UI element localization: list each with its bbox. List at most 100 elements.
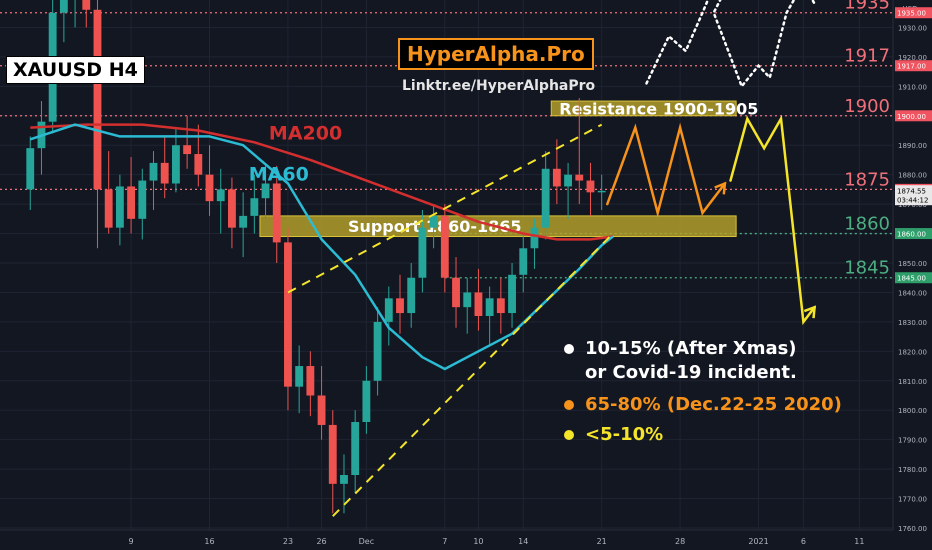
candle-body xyxy=(541,168,550,228)
candle-body xyxy=(552,168,561,187)
time-tick-label: 10 xyxy=(473,537,483,546)
candle-body xyxy=(407,277,416,314)
candle-body xyxy=(597,190,606,193)
price-badge xyxy=(895,272,932,284)
candle-body xyxy=(239,215,248,228)
symbol-title: XAUUSD H4 xyxy=(6,56,145,84)
candle-body xyxy=(328,424,337,484)
zone-resistance xyxy=(550,100,737,117)
price-tick-label: 1760.00 xyxy=(898,525,927,533)
level-label-1917: 1917 xyxy=(844,46,890,67)
price-badge xyxy=(895,185,932,197)
time-tick-label: 14 xyxy=(518,537,528,546)
candle-body xyxy=(373,321,382,381)
projection-orange xyxy=(606,122,727,218)
candle-body xyxy=(228,189,236,228)
time-tick-label: 7 xyxy=(442,537,447,546)
projections xyxy=(606,0,817,326)
candle-body xyxy=(586,180,595,193)
level-label-1900: 1900 xyxy=(844,96,890,117)
candle-body xyxy=(317,395,326,425)
time-tick-label: 21 xyxy=(597,537,607,546)
price-badge-label: 1874.55 xyxy=(897,188,926,196)
candle-body xyxy=(463,292,472,308)
price-badge xyxy=(895,7,932,19)
legend-dots xyxy=(564,344,574,440)
price-tick-label: 1840.00 xyxy=(898,289,927,297)
candle-body xyxy=(384,298,393,322)
legend-item-1-line-1: 10-15% (After Xmas) xyxy=(585,338,797,359)
candle-body xyxy=(194,154,203,175)
candle-body xyxy=(351,422,360,475)
candle-body xyxy=(418,227,427,278)
price-tick-label: 1850.00 xyxy=(898,260,927,268)
trend-line xyxy=(332,232,614,517)
candle-body xyxy=(115,186,124,228)
candle-body xyxy=(485,298,494,316)
price-tick-label: 1890.00 xyxy=(898,142,927,150)
price-badge xyxy=(895,194,932,206)
ma60-label: MA60 xyxy=(249,164,309,186)
price-badge-label: 1935.00 xyxy=(897,10,926,18)
legend-item-1-line-2: or Covid-19 incident. xyxy=(585,362,797,383)
price-tick-label: 1780.00 xyxy=(898,466,927,474)
price-badge-label: 1860.00 xyxy=(897,231,926,239)
time-tick-label: 11 xyxy=(854,537,864,546)
time-tick-label: 28 xyxy=(675,537,685,546)
price-badge-label: 03:44:12 xyxy=(897,197,928,205)
level-label-1935: 1935 xyxy=(844,0,890,14)
candle-body xyxy=(127,186,136,219)
price-tick-label: 1800.00 xyxy=(898,407,927,415)
price-tick-label: 1930.00 xyxy=(898,24,927,32)
legend-item-1: 10-15% (After Xmas) or Covid-19 incident… xyxy=(585,337,797,385)
candle-body xyxy=(295,366,304,387)
time-axis[interactable]: 9 16 23 26 Dec 7 10 14 21 28 2021 6 11 xyxy=(0,529,893,546)
zone-label: Resistance 1900-1905 xyxy=(559,99,758,118)
ma200-label: MA200 xyxy=(269,122,342,144)
candle-body xyxy=(216,189,225,202)
ma-line-ma200 xyxy=(30,123,614,241)
candle-body xyxy=(519,248,528,275)
time-tick-label: 16 xyxy=(204,537,214,546)
candle-body xyxy=(160,162,169,184)
price-tick-label: 1910.00 xyxy=(898,83,927,91)
candle-body xyxy=(93,9,102,190)
projection-white-dotted xyxy=(645,0,816,89)
projection-yellow xyxy=(729,114,816,326)
level-label-1845: 1845 xyxy=(844,258,890,279)
candle-body xyxy=(452,277,460,308)
link-label[interactable]: Linktr.ee/HyperAlphaPro xyxy=(402,78,596,94)
legend-item-3: <5-10% xyxy=(585,424,664,445)
time-tick-label: 6 xyxy=(801,537,806,546)
price-badge-label: 1845.00 xyxy=(897,275,926,283)
level-label-1875: 1875 xyxy=(844,169,890,190)
candle-body xyxy=(82,0,91,10)
price-tick-label: 1810.00 xyxy=(898,378,927,386)
time-tick-label: Dec xyxy=(359,537,374,546)
candle-body xyxy=(340,475,348,484)
level-label-1860: 1860 xyxy=(844,214,890,235)
trend-line xyxy=(287,123,603,294)
price-tick-label: 1820.00 xyxy=(898,348,927,356)
candle-body xyxy=(183,145,192,155)
price-tick-label: 1920.00 xyxy=(898,54,927,62)
candle-body xyxy=(272,183,281,243)
candle-body xyxy=(306,366,315,396)
legend-bullet xyxy=(564,430,574,440)
candle-body xyxy=(396,298,404,314)
candle-body xyxy=(205,174,214,202)
candle-body xyxy=(530,227,539,249)
price-axis[interactable]: USD1760.001770.001780.001790.001800.0018… xyxy=(892,0,932,533)
candle-body xyxy=(496,298,505,314)
level-labels: 1935 1917 1900 1875 1860 1845 xyxy=(844,0,890,279)
candle-body xyxy=(138,180,147,219)
candle-body xyxy=(575,174,584,181)
time-tick-label: 9 xyxy=(129,537,134,546)
candle-body xyxy=(440,215,449,278)
time-tick-label: 2021 xyxy=(748,537,768,546)
candle-body xyxy=(104,189,113,228)
projection-arrowhead xyxy=(803,305,817,319)
price-badge xyxy=(895,228,932,240)
